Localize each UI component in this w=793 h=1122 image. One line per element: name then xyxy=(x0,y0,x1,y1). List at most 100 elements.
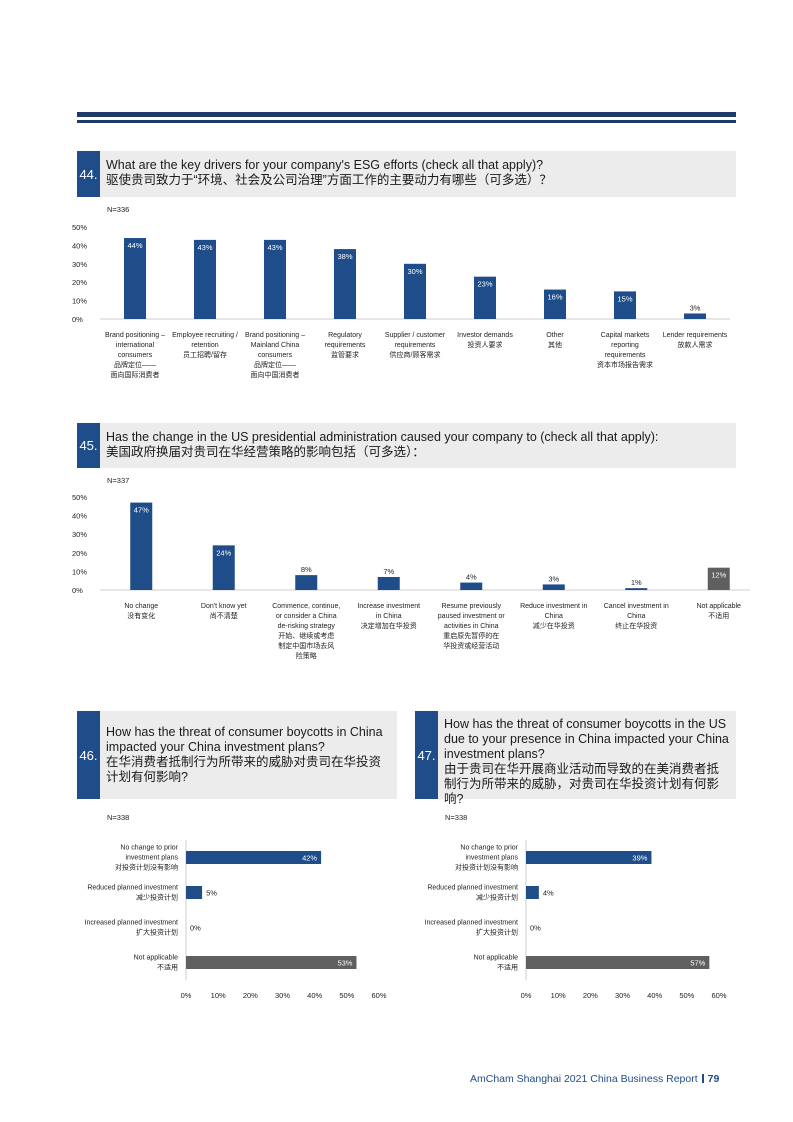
q45-y-tick-5: 50% xyxy=(72,493,87,502)
q45-category-label-6: Cancel investment in China 终止在华投资 xyxy=(604,603,669,630)
q44-category-line: 员工招聘/留存 xyxy=(183,350,227,359)
q47-x-tick-0: 0% xyxy=(521,991,532,1000)
q45-category-line: Cancel investment in xyxy=(604,603,669,610)
q47-category-label-1: Reduced planned investment 减少投资计划 xyxy=(427,885,518,902)
q45-y-tick-1: 10% xyxy=(72,567,87,576)
q45-category-label-3: Increase investment in China 决定增加在华投资 xyxy=(357,603,420,630)
q44-bar-4 xyxy=(404,263,426,319)
q45-bar-5 xyxy=(542,584,565,590)
q44-title: What are the key drivers for your compan… xyxy=(106,158,730,188)
q47-number: 47. xyxy=(415,711,438,799)
q45-category-line: paused investment or xyxy=(438,613,506,620)
q46-bar-1 xyxy=(186,886,203,899)
q45-category-line: 尚不清楚 xyxy=(210,611,238,620)
q45-category-line: 减少在华投资 xyxy=(533,621,575,630)
q47-bar-0 xyxy=(526,851,652,864)
q44-bar-0 xyxy=(124,238,146,319)
q45-header: 45. Has the change in the US presidentia… xyxy=(77,423,736,468)
q45-y-tick-3: 30% xyxy=(72,530,87,539)
page-footer: AmCham Shanghai 2021 China Business Repo… xyxy=(470,1073,719,1085)
q44-y-tick-2: 20% xyxy=(72,278,87,287)
q47-sample-size: N=338 xyxy=(445,813,468,822)
q45-data-label-0: 47% xyxy=(134,506,149,515)
q45-data-label-4: 4% xyxy=(466,573,477,582)
q47-x-tick-2: 20% xyxy=(583,991,598,1000)
q46-category-line: Increased planned investment xyxy=(85,920,178,927)
q45-category-line: de-risking strategy xyxy=(278,623,336,630)
q46-title: How has the threat of consumer boycotts … xyxy=(106,725,391,785)
q44-category-line: 投资人要求 xyxy=(468,340,503,349)
q47-category-label-0: No change to prior investment plans 对投资计划没… xyxy=(455,845,519,872)
q45-bar-1 xyxy=(212,545,235,590)
q44-chart: 0% 10% 20% 30% 40% 50% 44% Brand positioning – i… xyxy=(72,223,730,379)
q44-category-line: consumers xyxy=(258,352,293,359)
q47-bar-1 xyxy=(526,886,539,899)
q44-category-line: retention xyxy=(191,342,218,349)
q47-category-label-2: Increased planned investment 扩大投资计划 xyxy=(425,920,518,937)
q45-category-line: China xyxy=(627,613,645,620)
q44-data-label-2: 43% xyxy=(267,243,282,252)
q45-data-label-3: 7% xyxy=(383,567,394,576)
header-rule-thin xyxy=(77,120,736,123)
q44-data-label-0: 44% xyxy=(127,241,142,250)
q45-bar-2 xyxy=(295,575,318,590)
q45-category-label-1: Don't know yet 尚不清楚 xyxy=(201,603,247,620)
q45-category-line: activities in China xyxy=(444,623,499,630)
q46-x-tick-3: 30% xyxy=(275,991,290,1000)
q45-bar-7 xyxy=(707,567,730,590)
q44-y-tick-0: 0% xyxy=(72,315,83,324)
q44-category-line: 品牌定位—— xyxy=(114,360,156,369)
q47-x-tick-5: 50% xyxy=(679,991,694,1000)
q47-title: How has the threat of consumer boycotts … xyxy=(444,717,730,807)
q44-title-en: What are the key drivers for your compan… xyxy=(106,158,544,172)
q45-category-line: 制定中国市场去风 xyxy=(278,641,334,650)
q47-data-label-1: 4% xyxy=(543,889,554,898)
q45-category-line: in China xyxy=(376,613,402,620)
q45-category-line: Reduce investment in xyxy=(520,603,587,610)
q46-data-label-2: 0% xyxy=(190,924,201,933)
q44-category-line: requirements xyxy=(395,342,436,349)
header-rule-thick xyxy=(77,112,736,117)
page-number: 79 xyxy=(707,1073,720,1085)
q45-data-label-6: 1% xyxy=(631,578,642,587)
q47-category-line: 对投资计划没有影响 xyxy=(455,863,518,872)
q47-x-tick-4: 40% xyxy=(647,991,662,1000)
q44-bar-2 xyxy=(264,239,286,319)
q44-category-line: Brand positioning – xyxy=(105,332,165,339)
q44-category-label-4: Supplier / customer requirements 供应商/顾客需求 xyxy=(385,332,446,359)
q45-category-line: or consider a China xyxy=(276,613,337,620)
q47-chart: 39% No change to prior investment plans 对投资… xyxy=(425,840,727,1000)
q45-category-line: 终止在华投资 xyxy=(615,621,657,630)
q44-category-label-5: Investor demands 投资人要求 xyxy=(457,332,513,349)
q44-category-line: requirements xyxy=(325,342,366,349)
q44-title-zh: 驱使贵司致力于“环境、社会及公司治理”方面工作的主要动力有哪些（可多选）？ xyxy=(106,173,552,187)
q45-category-line: Not applicable xyxy=(697,603,741,610)
q46-x-tick-6: 60% xyxy=(371,991,386,1000)
q46-category-line: 减少投资计划 xyxy=(136,893,178,902)
q44-y-tick-3: 30% xyxy=(72,260,87,269)
q45-category-line: Commence, continue, xyxy=(272,603,340,610)
q47-category-line: 扩大投资计划 xyxy=(476,928,518,937)
q45-category-line: China xyxy=(545,613,563,620)
q46-data-label-0: 42% xyxy=(302,854,317,863)
q45-category-line: Increase investment xyxy=(357,603,420,610)
q46-x-tick-2: 20% xyxy=(243,991,258,1000)
q46-header: 46. How has the threat of consumer boyco… xyxy=(77,711,397,799)
q45-y-tick-2: 20% xyxy=(72,549,87,558)
q44-data-label-5: 23% xyxy=(477,280,492,289)
q46-category-label-2: Increased planned investment 扩大投资计划 xyxy=(85,920,178,937)
q46-category-line: investment plans xyxy=(125,855,178,862)
q46-x-tick-0: 0% xyxy=(181,991,192,1000)
footer-report-title: AmCham Shanghai 2021 China Business Repo… xyxy=(470,1073,698,1085)
q44-data-label-3: 38% xyxy=(337,252,352,261)
q46-number: 46. xyxy=(77,711,100,799)
q46-data-label-3: 53% xyxy=(337,959,352,968)
q46-bar-3 xyxy=(186,956,357,969)
q47-x-tick-3: 30% xyxy=(615,991,630,1000)
q45-data-label-7: 12% xyxy=(711,571,726,580)
q46-x-tick-4: 40% xyxy=(307,991,322,1000)
q44-category-line: 其他 xyxy=(548,340,562,349)
q44-category-line: Capital markets xyxy=(601,332,650,339)
q47-data-label-3: 57% xyxy=(690,959,705,968)
q45-data-label-5: 3% xyxy=(548,574,559,583)
